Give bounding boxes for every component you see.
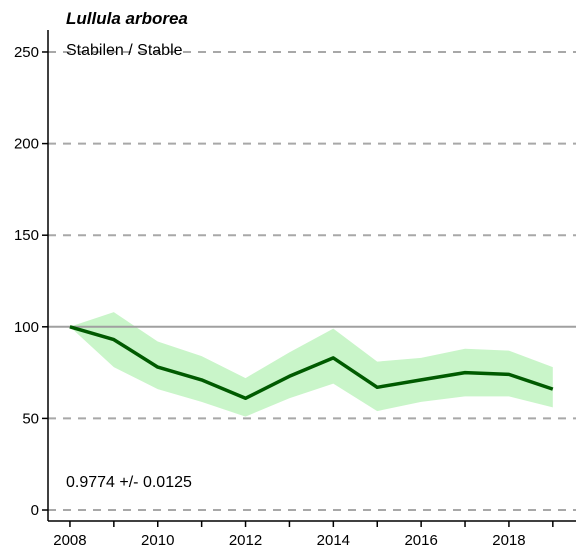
x-tick-label: 2008 [53, 532, 86, 549]
x-tick-label: 2014 [317, 532, 350, 549]
x-tick-label: 2010 [141, 532, 174, 549]
grid-lines [48, 50, 576, 512]
tick-labels: 0 50 100 150 200 250 2008 2010 2012 2014 2016 2018 [14, 44, 526, 549]
chart-title: Lullula arborea [66, 9, 188, 28]
x-tick-label: 2012 [229, 532, 262, 549]
y-tick-label: 0 [31, 502, 39, 519]
y-tick-label: 100 [14, 319, 39, 336]
y-tick-label: 50 [22, 410, 39, 427]
y-tick-label: 150 [14, 227, 39, 244]
confidence-band [69, 312, 553, 417]
y-tick-label: 200 [14, 136, 39, 153]
x-tick-label: 2016 [404, 532, 437, 549]
chart-subtitle: Stabilen / Stable [66, 42, 183, 59]
index-line [69, 325, 554, 401]
x-tick-label: 2018 [492, 532, 525, 549]
trend-stat: 0.9774 +/- 0.0125 [66, 474, 192, 491]
y-tick-label: 250 [14, 44, 39, 61]
axes [42, 30, 576, 527]
